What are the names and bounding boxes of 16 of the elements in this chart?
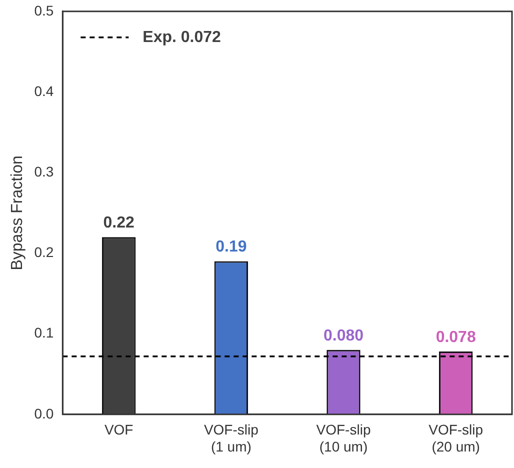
y-tick-label: 0.3 [34, 163, 54, 180]
data-label: 0.080 [323, 327, 364, 344]
y-axis-title: Bypass Fraction [9, 156, 26, 270]
y-tick-label: 0.5 [34, 2, 54, 18]
y-tick-label: 0.4 [34, 82, 54, 99]
x-tick-label: VOF [104, 422, 134, 438]
x-tick-label: VOF-slip (10 um) [316, 422, 371, 454]
x-tick-label: VOF-slip (1 um) [204, 422, 259, 454]
legend-label: Exp. 0.072 [142, 28, 222, 46]
data-label: 0.078 [436, 328, 476, 346]
data-label: 0.22 [103, 214, 134, 232]
y-tick-label: 0.1 [34, 324, 54, 341]
x-tick-label: VOF-slip (20 um) [428, 422, 484, 454]
y-tick-label: 0.2 [34, 244, 54, 260]
data-label: 0.19 [216, 238, 247, 256]
y-tick-label: 0.0 [34, 405, 54, 422]
